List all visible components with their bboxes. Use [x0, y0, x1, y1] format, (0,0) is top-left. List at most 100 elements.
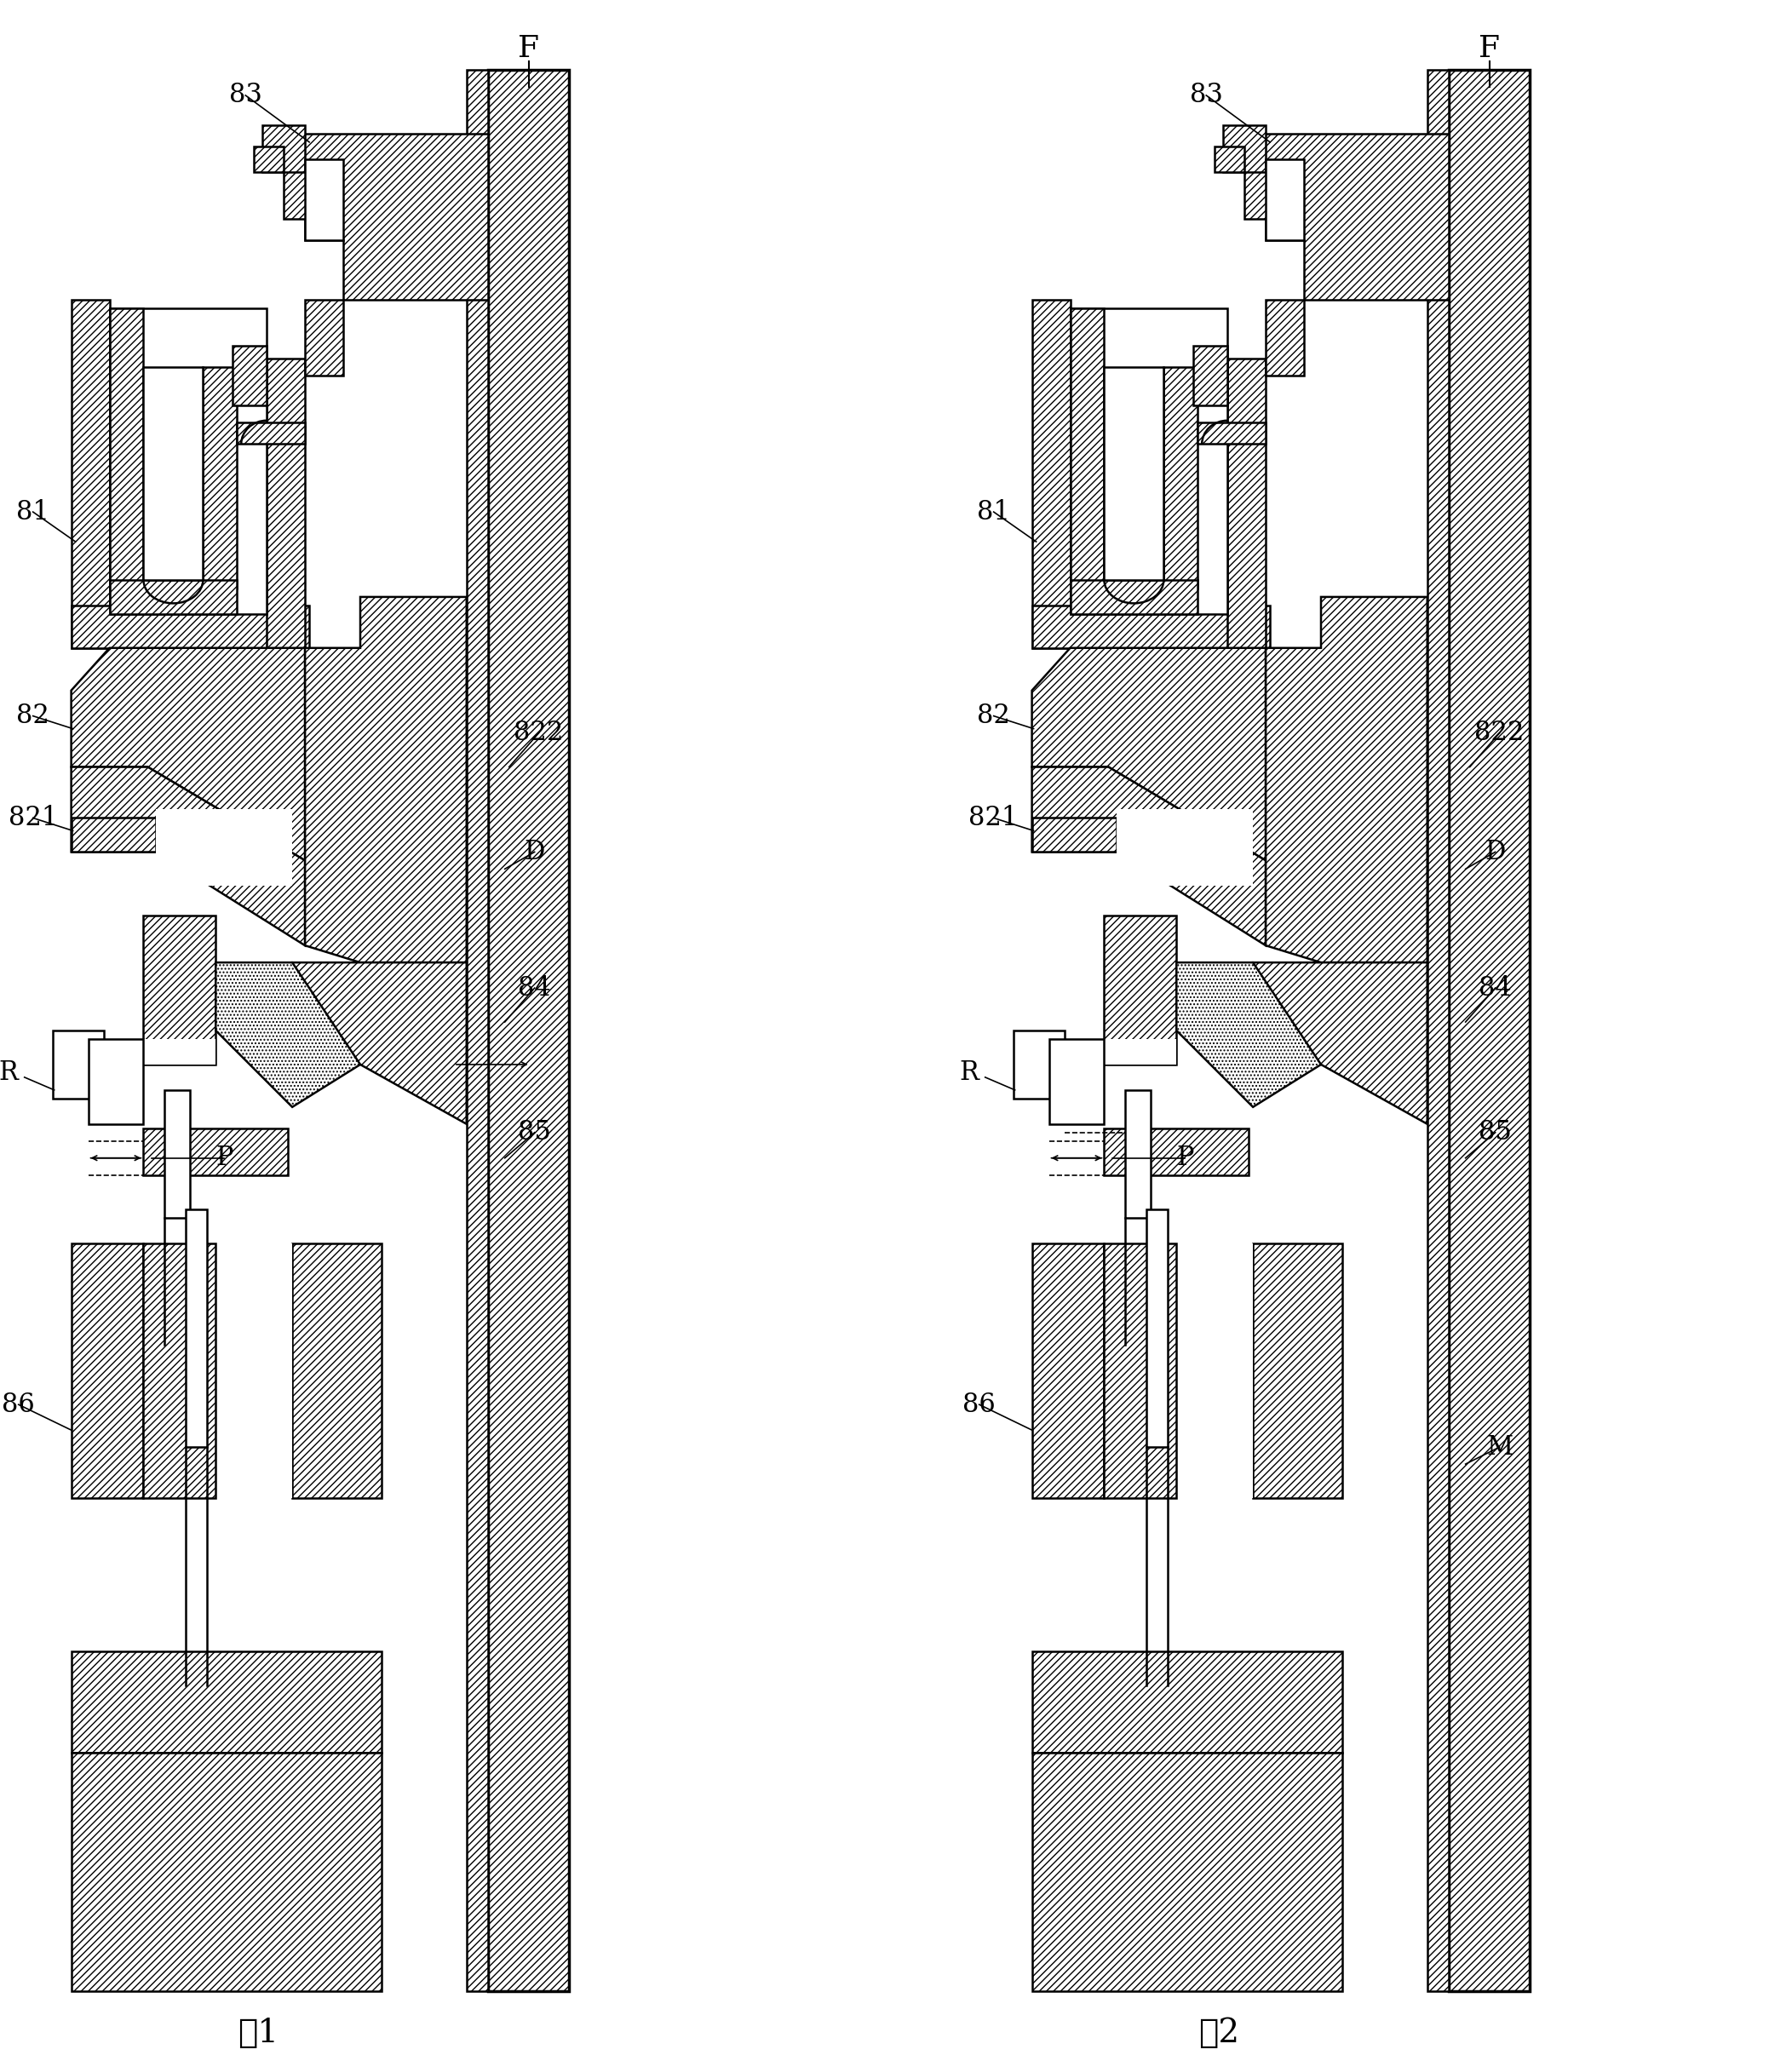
Text: 83: 83	[1190, 82, 1222, 109]
Text: P: P	[215, 1144, 233, 1171]
Bar	[1104, 915, 1177, 1063]
Polygon shape	[1032, 647, 1265, 861]
Text: 82: 82	[16, 703, 50, 730]
Bar	[1116, 810, 1253, 886]
Bar	[72, 606, 310, 647]
Bar	[72, 1243, 143, 1498]
Text: 图1: 图1	[238, 2018, 280, 2049]
Polygon shape	[1177, 962, 1321, 1107]
Text: D: D	[525, 839, 545, 866]
Bar	[1265, 299, 1305, 375]
Bar	[262, 126, 305, 171]
Text: 86: 86	[962, 1391, 996, 1418]
Polygon shape	[215, 962, 360, 1107]
Bar	[1147, 1210, 1168, 1447]
Bar	[267, 427, 305, 647]
Bar	[143, 1243, 292, 1498]
Polygon shape	[283, 134, 487, 299]
Polygon shape	[1032, 767, 1265, 946]
Bar	[109, 307, 267, 614]
Bar	[1104, 1251, 1177, 1346]
Text: 84: 84	[518, 975, 550, 1002]
Bar	[1104, 1039, 1177, 1063]
Bar	[292, 1243, 382, 1498]
Bar	[1048, 1039, 1104, 1123]
Text: 822: 822	[514, 719, 564, 746]
Bar	[233, 346, 267, 406]
Bar	[1032, 1651, 1342, 1754]
Bar	[165, 1090, 190, 1218]
Text: F: F	[1478, 35, 1500, 64]
Bar	[254, 146, 283, 171]
Bar	[143, 1395, 292, 1447]
Bar	[305, 159, 344, 239]
Bar	[305, 299, 344, 375]
Bar	[143, 1127, 289, 1175]
Polygon shape	[305, 598, 466, 962]
Bar	[72, 1651, 382, 1754]
Bar	[1032, 1243, 1104, 1498]
Polygon shape	[72, 647, 305, 861]
Bar	[143, 915, 215, 1063]
Polygon shape	[1253, 962, 1426, 1123]
Bar	[143, 367, 202, 579]
Bar	[1070, 307, 1228, 614]
Text: D: D	[1486, 839, 1505, 866]
Bar	[1163, 367, 1197, 589]
Bar	[202, 367, 237, 589]
Bar	[1032, 299, 1070, 647]
Polygon shape	[72, 767, 305, 946]
Bar	[487, 70, 568, 1991]
Text: R: R	[961, 1059, 978, 1086]
Bar	[109, 579, 237, 614]
Bar	[1070, 307, 1104, 589]
Bar	[109, 307, 143, 589]
Text: 81: 81	[977, 499, 1011, 526]
Text: 85: 85	[1478, 1119, 1512, 1146]
Text: 86: 86	[2, 1391, 36, 1418]
Bar	[1032, 1754, 1342, 1991]
Bar	[1070, 579, 1197, 614]
Text: P: P	[1176, 1144, 1193, 1171]
Bar	[466, 70, 487, 1991]
Polygon shape	[1265, 598, 1426, 962]
Bar	[1032, 606, 1271, 647]
Polygon shape	[1244, 134, 1448, 299]
Polygon shape	[292, 962, 466, 1123]
Bar	[1224, 126, 1265, 171]
Text: 82: 82	[977, 703, 1011, 730]
Bar	[72, 299, 109, 647]
Bar	[143, 1039, 215, 1063]
Text: M: M	[1486, 1434, 1512, 1461]
Text: 81: 81	[16, 499, 50, 526]
Bar	[1125, 1090, 1150, 1218]
Bar	[156, 810, 292, 886]
Bar	[1215, 146, 1244, 171]
Bar	[88, 1039, 143, 1123]
Text: 84: 84	[1478, 975, 1512, 1002]
Bar	[1012, 1030, 1064, 1099]
Bar	[1228, 427, 1265, 647]
Bar	[1104, 1395, 1253, 1447]
Bar	[72, 1754, 382, 1991]
Text: F: F	[518, 35, 539, 64]
Text: 822: 822	[1475, 719, 1525, 746]
Text: R: R	[0, 1059, 18, 1086]
Bar	[1253, 1243, 1342, 1498]
Bar	[1032, 818, 1116, 851]
Bar	[1197, 423, 1265, 443]
Bar	[267, 359, 305, 427]
Bar	[1193, 346, 1228, 406]
Bar	[1104, 1243, 1253, 1498]
Bar	[52, 1030, 104, 1099]
Bar	[1265, 159, 1305, 239]
Bar	[1104, 367, 1163, 579]
Bar	[1448, 70, 1529, 1991]
Bar	[1104, 1127, 1249, 1175]
Bar	[186, 1210, 208, 1447]
Bar	[143, 1243, 215, 1498]
Text: 85: 85	[518, 1119, 552, 1146]
Bar	[72, 818, 156, 851]
Text: 83: 83	[229, 82, 262, 109]
Bar	[1104, 1243, 1177, 1498]
